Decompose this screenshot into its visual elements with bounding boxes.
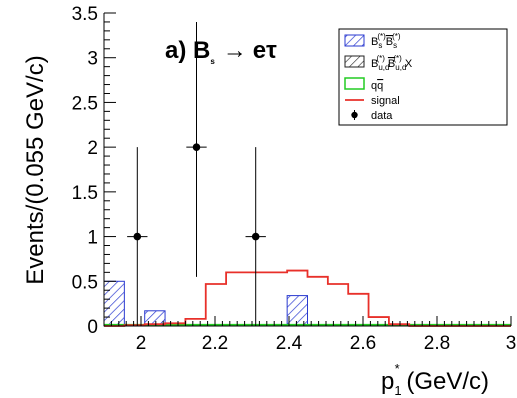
- panel-label-sub: s: [210, 57, 215, 66]
- panel-label-prefix: a) B: [165, 37, 210, 64]
- legend-label-bud: Bu,d(*) Bu,d(*) X: [371, 54, 413, 72]
- x-tick-label-2: 2.4: [276, 333, 303, 354]
- ticks: 2 2.2 2.4 2.6 2.8 3 0 0.5 1 1.5 2 2.5 3 3.5: [72, 4, 517, 354]
- y-tick-label-6: 3: [87, 49, 98, 70]
- legend-swatch-qq: [344, 77, 365, 90]
- y-tick-label-5: 2.5: [72, 93, 98, 114]
- x-tick-label-0: 2: [136, 333, 147, 354]
- bs-bkg-bar-2: [286, 295, 308, 327]
- signal-histogram: [104, 269, 511, 327]
- x-tick-label-5: 3: [506, 333, 517, 354]
- bs-bkg-bar-0: [103, 280, 125, 327]
- legend-swatch-bs: [344, 34, 365, 47]
- x-tick-label-3: 2.6: [350, 333, 376, 354]
- x-axis-title-sup: *: [395, 361, 400, 376]
- y-axis-title: Events/(0.055 GeV/c): [22, 55, 49, 284]
- y-tick-label-0: 0: [87, 317, 98, 338]
- x-tick-label-4: 2.8: [424, 333, 450, 354]
- data-point-0: [133, 232, 142, 241]
- x-axis-title: p1 * (GeV/c): [381, 361, 489, 398]
- legend-swatch-bud: [344, 55, 365, 68]
- y-tick-label-7: 3.5: [72, 4, 98, 25]
- signal-curve: [104, 269, 511, 327]
- legend: Bs(*)Bs(*) Bu,d(*) Bu,d(*) X qq signal dat…: [338, 28, 508, 126]
- legend-label-bs: Bs(*)Bs(*): [371, 32, 401, 50]
- panel-label-suffix: eτ: [253, 37, 277, 64]
- data-points: [127, 21, 266, 326]
- data-point-1: [192, 143, 201, 151]
- background-histograms: [103, 280, 308, 327]
- legend-label-signal: signal: [371, 95, 400, 107]
- data-point-2: [251, 232, 260, 241]
- x-axis-title-unit: (GeV/c): [400, 368, 489, 395]
- y-tick-label-4: 2: [87, 138, 98, 159]
- legend-label-qq: qq: [371, 80, 383, 92]
- panel-label: a) Bs → eτ: [165, 37, 277, 66]
- x-tick-label-1: 2.2: [202, 333, 228, 354]
- legend-label-data: data: [371, 110, 393, 122]
- axes: [103, 13, 511, 327]
- x-axis-title-sub: 1: [394, 383, 401, 398]
- y-tick-label-2: 1: [87, 228, 98, 249]
- x-axis-title-main: p: [381, 368, 394, 395]
- y-tick-label-3: 1.5: [72, 183, 98, 204]
- y-tick-label-1: 0.5: [72, 272, 98, 293]
- legend-frame: [338, 28, 508, 126]
- panel-label-arrow: →: [223, 37, 247, 64]
